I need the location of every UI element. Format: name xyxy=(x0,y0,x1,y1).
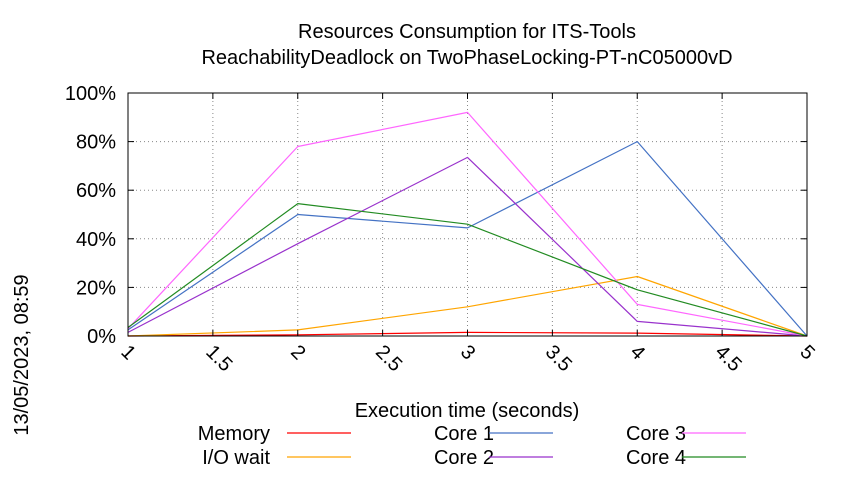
y-tick-label: 80% xyxy=(76,132,116,154)
series-line-core-2 xyxy=(127,156,808,337)
plot-frame xyxy=(127,92,808,337)
y-tick-label: 40% xyxy=(76,229,116,251)
legend-label-i-o-wait: I/O wait xyxy=(202,447,270,469)
legend-label-core-3: Core 3 xyxy=(626,423,686,445)
x-tick-label: 1 xyxy=(116,341,139,364)
legend-label-core-4: Core 4 xyxy=(626,447,686,469)
series-line-core-3 xyxy=(127,111,808,337)
y-tick-label: 0% xyxy=(87,326,116,348)
x-tick-label: 2 xyxy=(286,341,309,364)
y-tick-label: 60% xyxy=(76,180,116,202)
x-tick-label: 2.5 xyxy=(371,341,406,376)
grid-layer xyxy=(128,93,807,336)
timestamp-label: 13/05/2023, 08:59 xyxy=(11,274,33,435)
x-tick-label: 4 xyxy=(626,341,649,364)
x-tick-label: 3.5 xyxy=(541,341,576,376)
legend-label-memory: Memory xyxy=(198,423,270,445)
series-layer xyxy=(127,111,808,337)
x-tick-label: 5 xyxy=(795,341,818,364)
x-axis-label: Execution time (seconds) xyxy=(355,400,580,422)
chart-title: Resources Consumption for ITS-Tools xyxy=(298,21,636,43)
series-line-core-4 xyxy=(127,203,808,337)
legend-label-core-1: Core 1 xyxy=(434,423,494,445)
y-tick-label: 20% xyxy=(76,277,116,299)
x-tick-label: 3 xyxy=(456,341,479,364)
x-tick-label: 4.5 xyxy=(711,341,746,376)
y-tick-label: 100% xyxy=(65,83,116,105)
series-line-i-o-wait xyxy=(127,275,808,337)
x-tick-label: 1.5 xyxy=(201,341,236,376)
legend-label-core-2: Core 2 xyxy=(434,447,494,469)
chart-subtitle: ReachabilityDeadlock on TwoPhaseLocking-… xyxy=(201,47,732,69)
series-line-core-1 xyxy=(127,141,808,337)
